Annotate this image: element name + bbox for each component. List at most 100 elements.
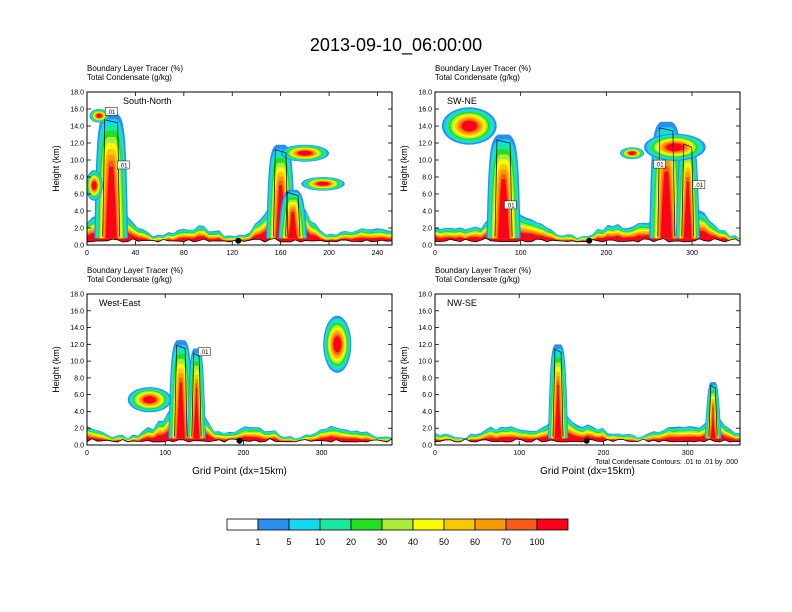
condensate-contour — [285, 192, 301, 237]
y-tick-label: 18.0 — [70, 292, 84, 299]
plume-band — [497, 179, 510, 239]
plot-frame — [86, 293, 393, 446]
y-tick-label: 6.0 — [422, 192, 432, 199]
y-tick-label: 10.0 — [418, 158, 432, 165]
colorbar-swatch — [226, 518, 259, 531]
panel-title-line1: Boundary Layer Tracer (%) — [87, 266, 183, 275]
x-tick-label: 300 — [686, 250, 698, 257]
colorbar-label: 60 — [470, 537, 480, 547]
x-tick-label: 0 — [85, 250, 89, 257]
outflow-band — [461, 120, 477, 132]
colorbar-label: 50 — [439, 537, 449, 547]
x-tick-label: 300 — [316, 450, 328, 457]
condensate-contour — [273, 149, 289, 237]
panel-south-north: Boundary Layer Tracer (%)Total Condensat… — [51, 64, 393, 257]
x-tick-label: 160 — [275, 250, 287, 257]
y-tick-label: 12.0 — [418, 141, 432, 148]
colorbar-swatch — [350, 518, 383, 531]
x-tick-label: 0 — [433, 250, 437, 257]
plot-area: .01 .01 .01 — [435, 92, 740, 245]
condensate-contour — [494, 139, 513, 237]
y-tick-label: 0.0 — [74, 443, 84, 450]
y-tick-label: 16.0 — [70, 107, 84, 114]
condensate-contour — [552, 348, 564, 437]
panel-label: South-North — [123, 96, 172, 106]
panel-title-line2: Total Condensate (g/kg) — [87, 275, 172, 284]
plot-frame — [434, 293, 741, 446]
y-tick-label: 10.0 — [418, 359, 432, 366]
y-tick-label: 4.0 — [74, 209, 84, 216]
panel-title-line1: Boundary Layer Tracer (%) — [435, 64, 531, 73]
condensate-contour — [657, 127, 676, 237]
figure-title: 2013-09-10_06:00:00 — [310, 35, 482, 56]
y-tick-label: 2.0 — [422, 226, 432, 233]
outflow-band — [298, 150, 312, 156]
colorbar-swatch — [319, 518, 352, 531]
outflow-band — [316, 181, 330, 186]
contour-label: .01 — [119, 163, 128, 169]
outflow-band — [333, 336, 342, 353]
y-tick-label: 8.0 — [422, 175, 432, 182]
plume-band — [193, 387, 200, 439]
y-tick-label: 0.0 — [74, 243, 84, 250]
y-tick-label: 18.0 — [418, 90, 432, 97]
x-tick-label: 0 — [433, 450, 437, 457]
x-tick-label: 0 — [85, 450, 89, 457]
panel-label: SW-NE — [447, 96, 477, 106]
colorbar-swatch — [443, 518, 476, 531]
plume-band — [554, 385, 562, 439]
contour-footnote: Total Condensate Contours: .01 to .01 by… — [595, 459, 738, 466]
y-tick-label: 16.0 — [70, 308, 84, 315]
colorbar-label: 100 — [529, 537, 544, 547]
outflow-band — [628, 151, 636, 155]
outflow-band — [91, 181, 97, 190]
y-tick-label: 2.0 — [74, 226, 84, 233]
x-axis-label: Grid Point (dx=15km) — [540, 466, 635, 477]
y-tick-label: 14.0 — [70, 124, 84, 131]
location-marker — [586, 237, 593, 244]
colorbar-swatch — [536, 518, 569, 531]
y-tick-label: 16.0 — [418, 107, 432, 114]
panel-title-line2: Total Condensate (g/kg) — [87, 73, 172, 82]
contour-label-box — [104, 107, 118, 116]
panel-title-line2: Total Condensate (g/kg) — [435, 73, 520, 82]
y-tick-label: 8.0 — [422, 375, 432, 382]
colorbar-label: 40 — [408, 537, 418, 547]
outflow-band — [96, 113, 102, 118]
y-tick-label: 0.0 — [422, 243, 432, 250]
contour-label-box — [653, 159, 666, 169]
colorbar-swatch — [288, 518, 321, 531]
plot-background — [435, 294, 740, 445]
y-tick-label: 12.0 — [418, 342, 432, 349]
colorbar-label: 20 — [346, 537, 356, 547]
y-tick-label: 8.0 — [74, 375, 84, 382]
plume-band — [105, 166, 117, 239]
colorbar-label: 30 — [377, 537, 387, 547]
colorbar-swatch — [381, 518, 414, 531]
contour-label-box — [198, 347, 211, 356]
y-tick-label: 12.0 — [70, 141, 84, 148]
y-tick-label: 4.0 — [422, 209, 432, 216]
x-tick-label: 100 — [515, 250, 527, 257]
panel-title-line2: Total Condensate (g/kg) — [435, 275, 520, 284]
colorbar-label: 1 — [255, 537, 260, 547]
y-axis-label: Height (km) — [51, 145, 61, 192]
contour-label: .01 — [200, 350, 209, 356]
location-marker — [583, 437, 590, 444]
plot-area: .01 .01 — [87, 92, 392, 245]
y-tick-label: 0.0 — [422, 443, 432, 450]
y-tick-label: 18.0 — [418, 292, 432, 299]
x-tick-label: 300 — [682, 450, 694, 457]
contour-label: .01 — [107, 110, 116, 116]
x-tick-label: 200 — [601, 250, 613, 257]
colorbar-swatch — [257, 518, 290, 531]
y-tick-label: 4.0 — [422, 409, 432, 416]
y-tick-label: 6.0 — [74, 392, 84, 399]
location-marker — [235, 237, 242, 244]
plot-background — [87, 92, 392, 245]
colorbar-swatch — [474, 518, 507, 531]
x-tick-label: 120 — [226, 250, 238, 257]
y-axis-label: Height (km) — [399, 145, 409, 192]
plot-background — [87, 294, 392, 445]
